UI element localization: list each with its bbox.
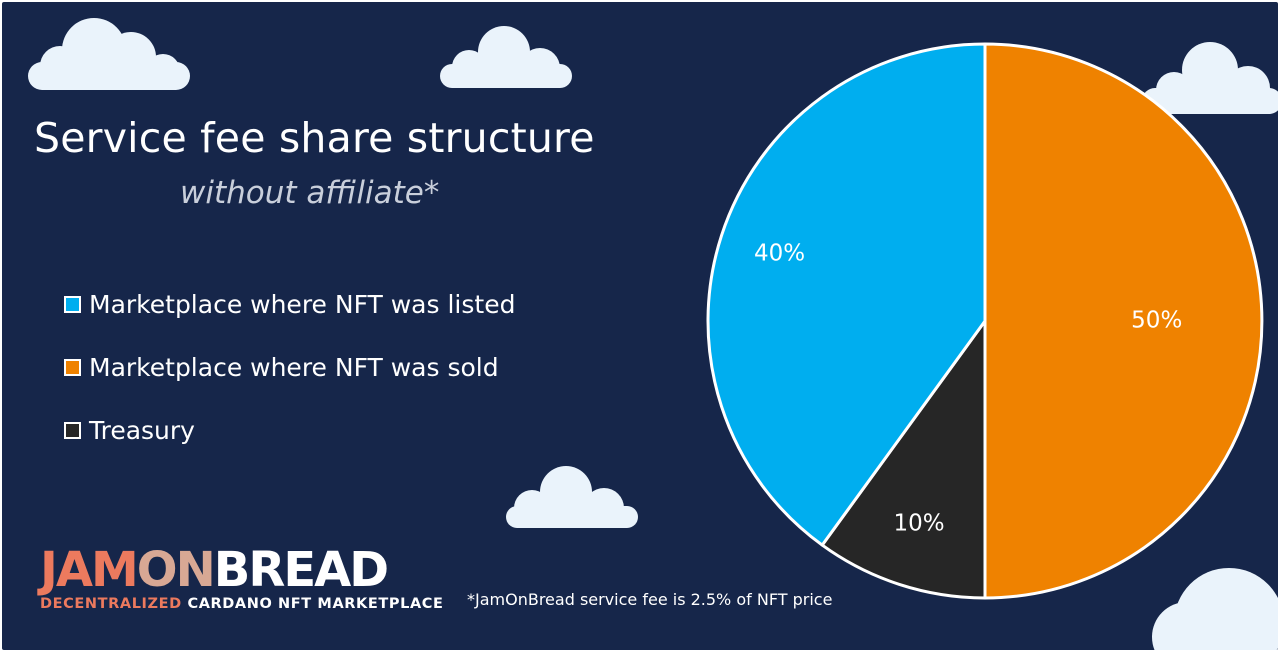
pie-label-0: 50% bbox=[1131, 308, 1182, 334]
brand-tagline: DECENTRALIZED CARDANO NFT MARKETPLACE bbox=[40, 596, 444, 612]
pie-slice-1 bbox=[820, 319, 987, 600]
legend-item-listed: Marketplace where NFT was listed bbox=[64, 286, 515, 322]
cloud-top-left bbox=[28, 14, 194, 90]
legend-label: Marketplace where NFT was sold bbox=[89, 352, 499, 382]
footnote: *JamOnBread service fee is 2.5% of NFT p… bbox=[467, 590, 833, 609]
legend: Marketplace where NFT was listed Marketp… bbox=[64, 286, 515, 475]
legend-swatch bbox=[64, 295, 81, 313]
cloud-middle bbox=[506, 464, 640, 528]
legend-swatch bbox=[64, 358, 81, 376]
pie-label-1: 10% bbox=[894, 510, 945, 536]
tagline-marketplace: CARDANO NFT MARKETPLACE bbox=[187, 596, 444, 612]
pie-label-2: 40% bbox=[754, 241, 805, 267]
brand-logo: JAMONBREAD bbox=[40, 542, 389, 598]
legend-label: Treasury bbox=[89, 415, 195, 445]
cloud-bottom-right bbox=[1152, 568, 1278, 650]
cloud-top-right bbox=[1142, 42, 1278, 114]
brand-logo-on: ON bbox=[136, 542, 216, 598]
legend-swatch bbox=[64, 421, 81, 439]
legend-label: Marketplace where NFT was listed bbox=[89, 289, 516, 319]
brand-logo-jam: JAM bbox=[40, 542, 139, 598]
legend-item-treasury: Treasury bbox=[64, 412, 515, 448]
pie-slice-0 bbox=[983, 42, 1264, 600]
legend-item-sold: Marketplace where NFT was sold bbox=[64, 349, 515, 385]
chart-subtitle: without affiliate* bbox=[180, 175, 440, 211]
tagline-decentralized: DECENTRALIZED bbox=[40, 596, 182, 612]
pie-slice-2 bbox=[706, 42, 987, 547]
brand-logo-bread: BREAD bbox=[213, 542, 389, 598]
cloud-top-center bbox=[440, 24, 574, 88]
chart-title: Service fee share structure bbox=[34, 114, 595, 162]
